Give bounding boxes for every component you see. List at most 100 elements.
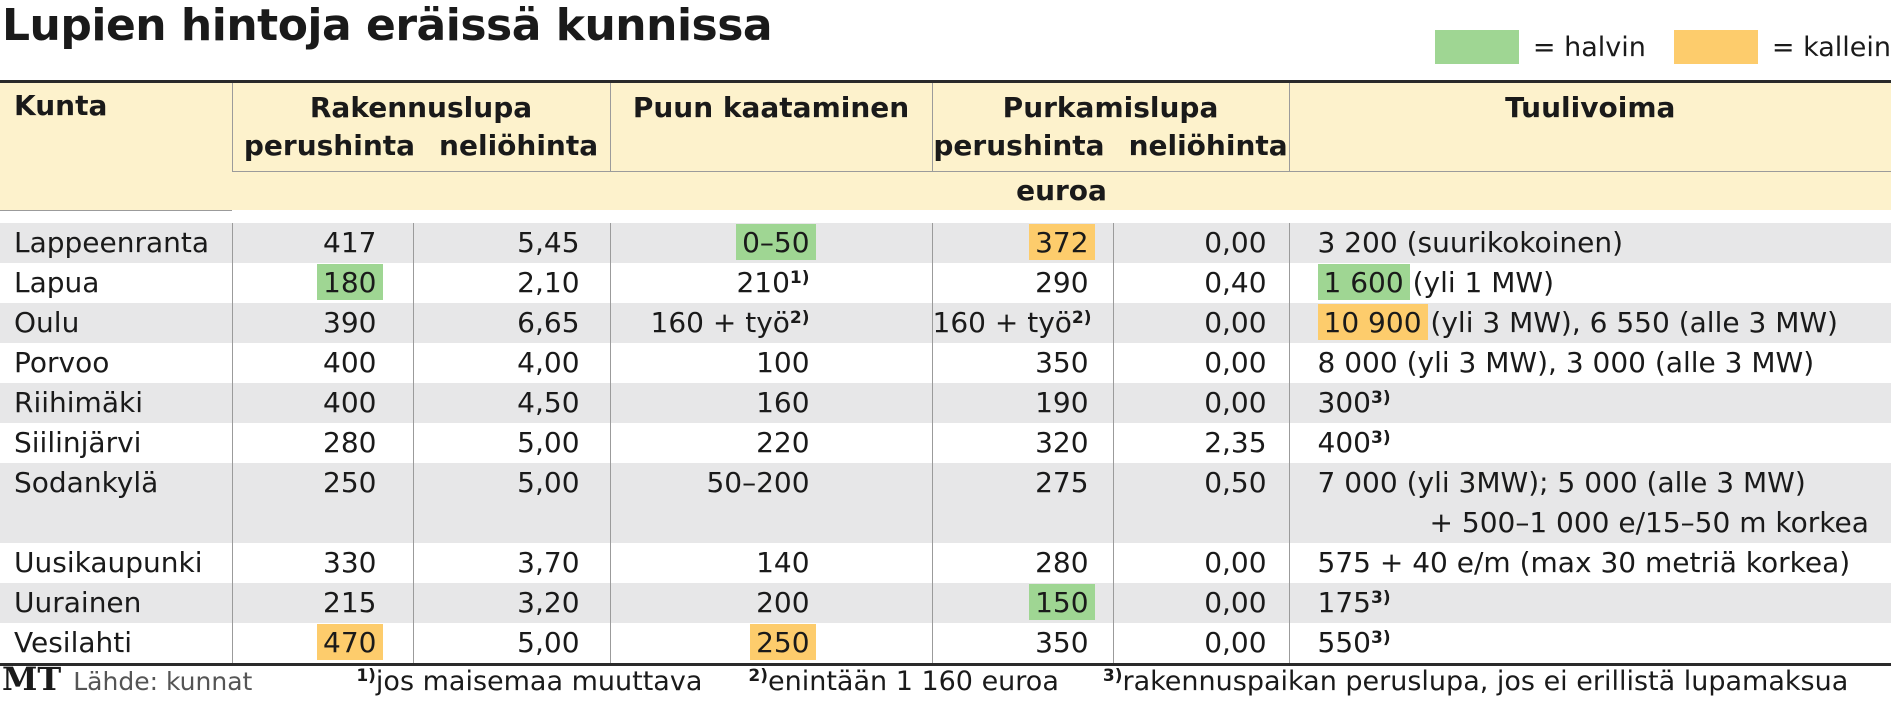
cell-pur-perushinta: 350 xyxy=(931,622,1114,666)
header-rakennuslupa-sub: perushinta neliöhinta xyxy=(233,127,610,165)
cell-rak-perushinta-value: 400 xyxy=(323,345,377,379)
cell-pur-perushinta-value: 372 xyxy=(1029,223,1095,260)
header-tuulivoima: Tuulivoima xyxy=(1288,80,1891,172)
cell-pur-perushinta: 150 xyxy=(931,582,1114,623)
page-title: Lupien hintoja eräissä kunnissa xyxy=(2,0,773,51)
cell-rak-neliohinta: 3,20 xyxy=(412,582,611,623)
cell-kunta: Riihimäki xyxy=(0,382,232,423)
header-puun-kaataminen-label: Puun kaataminen xyxy=(632,91,910,124)
cell-rak-neliohinta-value: 3,20 xyxy=(517,585,580,619)
cell-pur-perushinta: 372 xyxy=(931,222,1114,263)
cell-pur-perushinta-value: 190 xyxy=(1035,385,1089,419)
cell-pur-perushinta: 290 xyxy=(931,262,1114,303)
cell-pur-neliohinta-value: 0,00 xyxy=(1204,225,1267,259)
cell-rak-neliohinta-value: 2,10 xyxy=(517,265,580,299)
cell-pur-perushinta-value: 280 xyxy=(1035,545,1089,579)
cell-rak-perushinta: 280 xyxy=(231,422,413,463)
cell-pur-neliohinta: 0,00 xyxy=(1112,342,1290,383)
cell-tuulivoima-note: (yli 3 MW), 6 550 (alle 3 MW) xyxy=(1421,305,1838,339)
cell-tuulivoima: 3003) xyxy=(1288,382,1891,423)
footnote-1-text: jos maisemaa muuttava xyxy=(375,666,703,697)
header-rak-perushinta: perushinta xyxy=(243,129,416,162)
header-purkamislupa: Purkamislupa perushinta neliöhinta xyxy=(931,80,1290,172)
cell-puun-kaataminen-value: 160 xyxy=(756,385,810,419)
cell-tuulivoima: 4003) xyxy=(1288,422,1891,463)
cell-pur-perushinta-value: 275 xyxy=(1035,465,1089,499)
cell-pur-perushinta: 320 xyxy=(931,422,1114,463)
mt-logo: MT xyxy=(2,660,62,698)
cell-pur-perushinta-footnote-mark: 2) xyxy=(1071,307,1092,328)
cell-rak-perushinta-value: 400 xyxy=(323,385,377,419)
cell-tuulivoima-value: 575 xyxy=(1317,545,1371,579)
cell-puun-kaataminen: 160 + työ2) xyxy=(609,302,933,343)
footnote-1-mark: 1) xyxy=(356,666,376,686)
cell-tuulivoima-footnote-mark: 3) xyxy=(1370,387,1391,408)
price-table: Kunta Rakennuslupa perushinta neliöhinta… xyxy=(0,80,1891,666)
cell-rak-perushinta-value: 250 xyxy=(323,465,377,499)
cell-tuulivoima-note: + 40 e/m (max 30 metriä korkea) xyxy=(1370,545,1851,579)
cell-rak-neliohinta: 5,45 xyxy=(412,222,611,263)
footer: MT Lähde: kunnat 1)jos maisemaa muuttava… xyxy=(2,660,1891,698)
cell-pur-neliohinta: 2,35 xyxy=(1112,422,1290,463)
cell-puun-kaataminen: 160 xyxy=(609,382,933,423)
cell-rak-neliohinta: 5,00 xyxy=(412,462,611,543)
price-table-wrapper: Kunta Rakennuslupa perushinta neliöhinta… xyxy=(0,80,1891,666)
cell-tuulivoima-value: 8 000 xyxy=(1317,345,1398,379)
table-row: Siilinjärvi 280 5,00 220 320 2,35 4003) xyxy=(0,422,1891,463)
cell-kunta: Vesilahti xyxy=(0,622,232,666)
cell-pur-neliohinta: 0,00 xyxy=(1112,622,1290,666)
cell-pur-neliohinta: 0,50 xyxy=(1112,462,1290,543)
table-row: Oulu 390 6,65 160 + työ2) 160 + työ2) 0,00 10 … xyxy=(0,302,1891,343)
cell-rak-perushinta-value: 330 xyxy=(323,545,377,579)
cell-tuulivoima-note: (yli 3 MW), 3 000 (alle 3 MW) xyxy=(1397,345,1815,379)
cell-kunta: Lappeenranta xyxy=(0,222,232,263)
cell-kunta-value: Lapua xyxy=(14,265,100,299)
cell-pur-perushinta: 160 + työ2) xyxy=(931,302,1114,343)
cell-puun-kaataminen: 250 xyxy=(609,622,933,666)
header-rak-neliohinta: neliöhinta xyxy=(439,129,599,162)
cell-kunta: Porvoo xyxy=(0,343,232,383)
cell-rak-perushinta: 215 xyxy=(231,582,413,623)
header-rakennuslupa: Rakennuslupa perushinta neliöhinta xyxy=(231,80,611,172)
cell-puun-kaataminen-value: 200 xyxy=(756,585,810,619)
cell-puun-kaataminen-value: 160 + työ xyxy=(650,305,790,339)
table-row: Sodankylä 250 5,00 50–200 275 0,50 7 000 (yli … xyxy=(0,462,1891,543)
cell-pur-perushinta-value: 160 + työ xyxy=(932,305,1072,339)
cell-puun-kaataminen: 0–50 xyxy=(609,222,933,263)
cell-rak-perushinta: 417 xyxy=(231,222,413,263)
cell-rak-neliohinta: 6,65 xyxy=(412,302,611,343)
cell-tuulivoima: 3 200 (suurikokoinen) xyxy=(1288,222,1891,263)
unit-row: euroa xyxy=(0,171,1891,210)
cell-rak-neliohinta-value: 5,00 xyxy=(517,625,580,659)
table-row: Lappeenranta 417 5,45 0–50 372 0,00 3 200 (suu… xyxy=(0,222,1891,263)
cell-tuulivoima: 1 600 (yli 1 MW) xyxy=(1288,262,1891,303)
cell-puun-kaataminen-value: 220 xyxy=(756,425,810,459)
cell-pur-neliohinta: 0,00 xyxy=(1112,382,1290,423)
header-purkamislupa-sub: perushinta neliöhinta xyxy=(933,127,1289,165)
header-tuulivoima-label: Tuulivoima xyxy=(1505,91,1676,124)
cell-rak-perushinta-value: 390 xyxy=(323,305,377,339)
cell-rak-neliohinta-value: 4,50 xyxy=(517,385,580,419)
cell-puun-kaataminen-footnote-mark: 2) xyxy=(789,307,810,328)
table-row: Porvoo 400 4,00 100 350 0,00 8 000 (yli 3 MW),… xyxy=(0,342,1891,383)
table-row: Lapua 180 2,10 2101) 290 0,40 1 600 (yli 1 MW) xyxy=(0,262,1891,303)
cell-tuulivoima-footnote-mark: 3) xyxy=(1370,587,1391,608)
cell-rak-perushinta: 470 xyxy=(231,622,413,666)
cell-rak-perushinta: 400 xyxy=(231,342,413,383)
cell-tuulivoima: 7 000 (yli 3MW); 5 000 (alle 3 MW) + 500–… xyxy=(1288,462,1891,543)
cell-pur-neliohinta-value: 0,00 xyxy=(1204,585,1267,619)
cell-puun-kaataminen-value: 140 xyxy=(756,545,810,579)
cell-tuulivoima-value: 300 xyxy=(1317,385,1371,419)
cell-puun-kaataminen: 140 xyxy=(609,542,933,583)
table-row: Uurainen 215 3,20 200 150 0,00 1753) xyxy=(0,582,1891,623)
cell-tuulivoima-note: (yli 1 MW) xyxy=(1403,265,1555,299)
cell-tuulivoima: 575 + 40 e/m (max 30 metriä korkea) xyxy=(1288,542,1891,583)
header-purkamislupa-label: Purkamislupa xyxy=(1002,91,1219,124)
cell-rak-perushinta: 330 xyxy=(231,542,413,583)
legend-swatch-green xyxy=(1434,30,1519,64)
header-puun-kaataminen: Puun kaataminen xyxy=(609,80,933,172)
cell-pur-neliohinta: 0,40 xyxy=(1112,262,1290,303)
table-row: Vesilahti 470 5,00 250 350 0,00 5503) xyxy=(0,622,1891,666)
cell-kunta: Lapua xyxy=(0,263,232,303)
cell-rak-perushinta-value: 417 xyxy=(323,225,377,259)
